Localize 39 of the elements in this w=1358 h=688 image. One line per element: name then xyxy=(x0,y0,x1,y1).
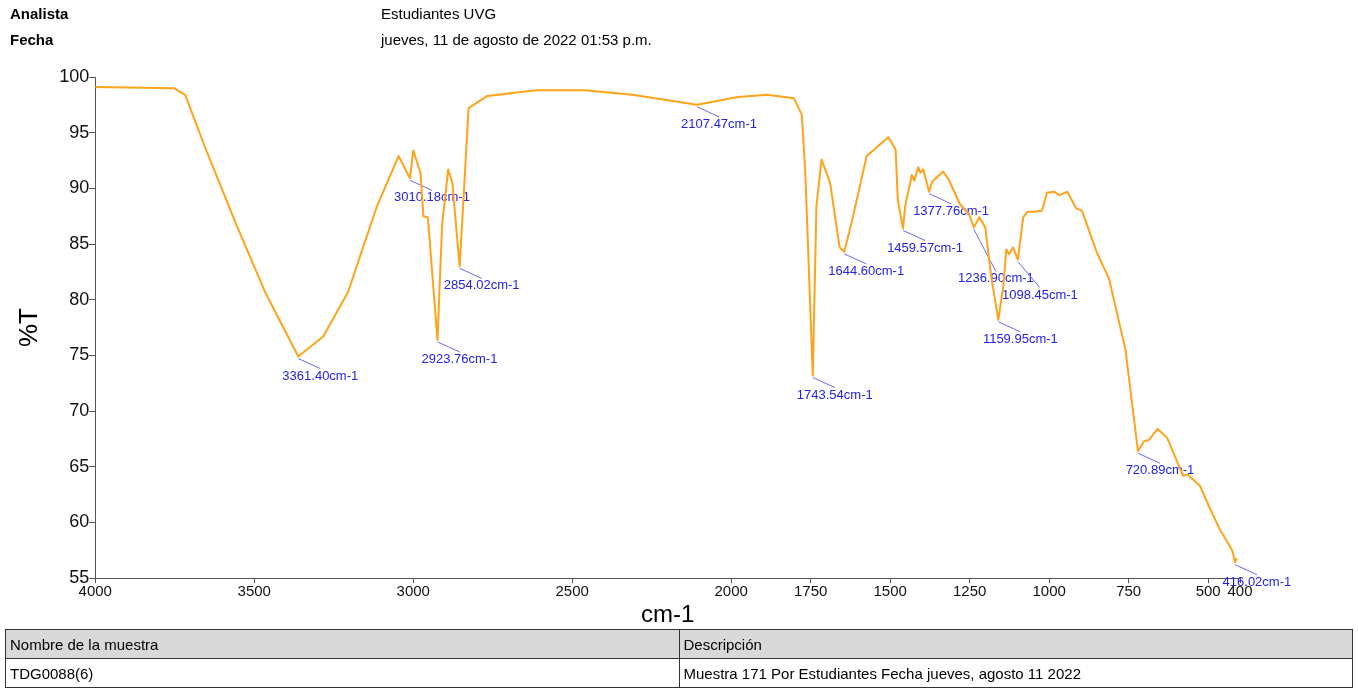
annotation: 1459.57cm-1 xyxy=(887,239,964,255)
text: Estudiantes UVG xyxy=(381,5,497,22)
x-tick-label: 3500 xyxy=(237,582,271,600)
y-tick-label: 95 xyxy=(69,121,90,142)
x-tick-label: 1500 xyxy=(873,582,907,600)
x-tick-label: 4000 xyxy=(78,582,112,600)
y-tick-label: 75 xyxy=(69,344,90,365)
x-tick-label: 500 xyxy=(1195,582,1221,600)
text: Nombre de la muestra xyxy=(5,629,679,659)
x-tick-label: 2500 xyxy=(555,582,589,600)
annotation: 2923.76cm-1 xyxy=(421,350,498,366)
annotation: 1159.95cm-1 xyxy=(982,330,1058,346)
text: jueves, 11 de agosto de 2022 01:53 p.m. xyxy=(381,31,652,48)
text: Muestra 171 Por Estudiantes Fecha jueves, agosto 11 2022 xyxy=(679,658,1353,688)
y-tick-label: 60 xyxy=(69,511,90,532)
y-axis-title: %T xyxy=(12,307,43,348)
x-tick-label: 1000 xyxy=(1032,582,1066,600)
y-tick-label: 100 xyxy=(59,65,90,86)
x-tick-label: 2000 xyxy=(714,582,748,600)
annotation: 3361.40cm-1 xyxy=(282,367,359,383)
annotation: 2107.47cm-1 xyxy=(681,115,757,131)
annotation: 2854.02cm-1 xyxy=(443,277,520,293)
y-tick-label: 65 xyxy=(69,455,90,476)
text: Fecha xyxy=(10,31,54,48)
annotation: 1098.45cm-1 xyxy=(1001,286,1078,302)
x-tick-label: 750 xyxy=(1116,582,1142,600)
y-tick-label: 70 xyxy=(69,400,90,421)
x-tick-label: 1750 xyxy=(794,582,828,600)
annotation: 1644.60cm-1 xyxy=(828,262,905,278)
y-tick-label: 90 xyxy=(69,177,90,198)
y-tick-label: 85 xyxy=(69,233,90,254)
x-axis-title: cm-1 xyxy=(640,600,695,628)
text: Descripción xyxy=(679,629,1353,659)
x-tick-label: 3000 xyxy=(396,582,430,600)
text: Analista xyxy=(10,5,69,22)
annotation: 1743.54cm-1 xyxy=(796,386,873,402)
x-tick-label: 1250 xyxy=(953,582,987,600)
text: TDG0088(6) xyxy=(5,658,679,688)
y-tick-label: 80 xyxy=(69,288,90,309)
